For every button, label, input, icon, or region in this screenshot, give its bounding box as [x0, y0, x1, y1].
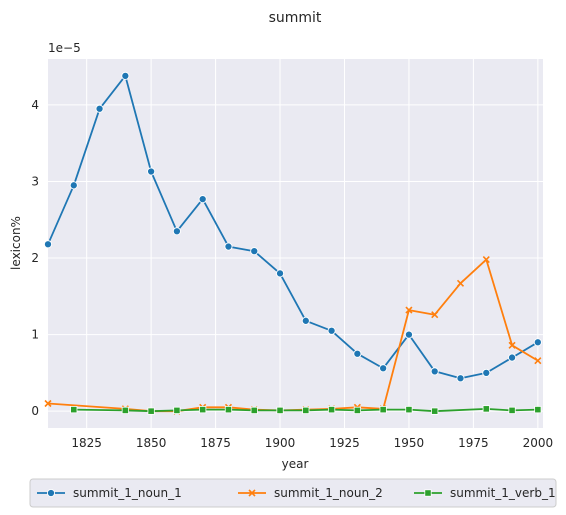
data-point	[353, 406, 361, 414]
data-point	[533, 338, 542, 347]
x-axis-title: year	[282, 457, 309, 471]
x-tick-label: 1900	[265, 436, 296, 450]
data-point	[405, 406, 413, 414]
data-point	[379, 364, 388, 373]
legend-frame	[29, 478, 557, 508]
chart-title: summit	[269, 10, 322, 26]
y-axis-title: lexicon%	[9, 216, 23, 270]
data-point	[508, 406, 516, 414]
series-summit_1_verb_1	[70, 405, 542, 415]
legend-item-summit_1_verb_1: summit_1_verb_1	[414, 486, 556, 500]
data-point	[353, 349, 362, 358]
plot-background	[48, 59, 543, 428]
legend-marker	[46, 488, 56, 498]
data-point	[250, 247, 259, 256]
series-line	[47, 74, 539, 380]
legend-marker	[248, 489, 256, 497]
x-tick-label: 1875	[200, 436, 231, 450]
data-point	[198, 195, 207, 204]
data-point	[95, 104, 104, 113]
x-tick-label: 1850	[136, 436, 167, 450]
data-point	[482, 405, 490, 413]
data-point	[121, 406, 129, 414]
data-point	[147, 167, 156, 176]
data-point	[508, 353, 517, 362]
y-tick-label: 4	[31, 98, 39, 112]
series-summit_1_noun_1	[43, 71, 542, 383]
series	[43, 71, 542, 415]
legend-item-summit_1_noun_2: summit_1_noun_2	[238, 486, 383, 500]
data-point	[431, 311, 439, 319]
data-point	[147, 407, 155, 415]
data-point	[275, 269, 285, 278]
data-point	[224, 242, 233, 251]
data-point	[456, 374, 465, 383]
data-point	[379, 406, 387, 414]
x-tick-label: 1825	[71, 436, 102, 450]
data-point	[224, 406, 233, 414]
legend-label: summit_1_verb_1	[450, 486, 556, 500]
data-point	[534, 357, 542, 365]
data-point	[327, 406, 336, 414]
x-tick-label: 1925	[329, 436, 360, 450]
y-tick-label: 2	[31, 251, 39, 265]
data-point	[327, 326, 336, 335]
data-point	[172, 227, 181, 236]
x-tick-label: 2000	[523, 436, 554, 450]
data-point	[69, 181, 78, 190]
y-tick-label: 1	[31, 328, 39, 342]
data-point	[199, 406, 207, 414]
data-point	[456, 279, 465, 287]
data-point	[43, 240, 53, 249]
data-point	[430, 367, 439, 376]
data-point	[534, 406, 542, 414]
data-point	[482, 368, 491, 377]
y-tick-label: 0	[31, 404, 39, 418]
data-point	[482, 256, 490, 264]
data-point	[405, 306, 413, 314]
data-point	[70, 406, 78, 414]
x-tick-label: 1950	[394, 436, 425, 450]
data-point	[301, 316, 310, 325]
data-point	[276, 406, 284, 414]
axis-ticks: 1825 1850 1875 1900 1925 1950 1975 2000 0 1 2 3 4	[31, 98, 553, 450]
y-tick-label: 3	[31, 174, 39, 188]
data-point	[431, 407, 439, 415]
y-offset-label: 1e−5	[48, 41, 81, 55]
data-point	[302, 406, 310, 414]
x-tick-label: 1975	[458, 436, 489, 450]
data-point	[173, 406, 181, 414]
legend-marker	[424, 489, 432, 497]
data-point	[121, 71, 130, 80]
grid	[48, 59, 543, 428]
data-point	[404, 330, 413, 339]
legend-label: summit_1_noun_1	[73, 486, 182, 500]
legend-label: summit_1_noun_2	[274, 486, 383, 500]
data-point	[250, 406, 258, 414]
legend: summit_1_noun_1 summit_1_noun_2 summit_1_v…	[29, 478, 557, 508]
data-point	[508, 341, 516, 349]
data-point	[44, 399, 52, 408]
legend-item-summit_1_noun_1: summit_1_noun_1	[37, 486, 182, 500]
